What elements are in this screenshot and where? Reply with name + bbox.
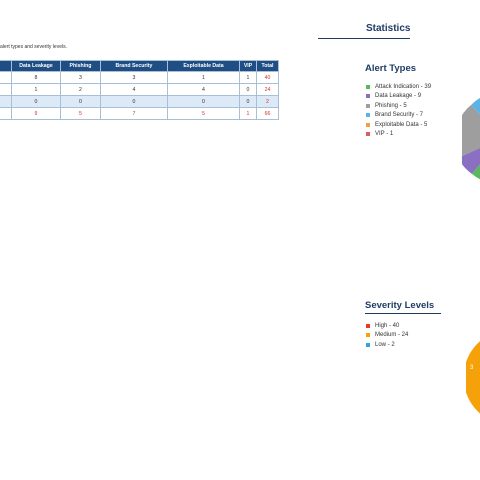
column-header: Total (256, 60, 279, 72)
table-row: 8 3 3 1 1 40 (0, 71, 279, 84)
table-cell-total: 40 (256, 71, 279, 84)
table-cell (0, 71, 12, 84)
legend-label: Low - 2 (375, 341, 395, 348)
table-cell: 4 (167, 83, 240, 96)
table-cell (0, 95, 12, 108)
legend-swatch (366, 342, 370, 347)
legend-item: High - 40 (366, 321, 408, 331)
legend-item: Medium - 24 (366, 331, 408, 341)
pie-slice-attack-indication (472, 164, 480, 180)
description-text: alert types and severity levels. (0, 44, 67, 50)
legend-label: Medium - 24 (375, 332, 409, 339)
severity-levels-legend: High - 40 Medium - 24 Low - 2 (366, 321, 408, 350)
alerts-table: Data Leakage Phishing Brand Security Exp… (0, 60, 279, 120)
legend-item: Phishing - 5 (366, 101, 431, 111)
table-cell: 0 (11, 95, 61, 108)
legend-label: High - 40 (375, 322, 400, 329)
table-cell-total: 2 (256, 95, 279, 108)
table-cell: 5 (60, 107, 101, 120)
table-cell: 3 (100, 71, 168, 84)
table-cell-total: 66 (256, 107, 279, 120)
legend-swatch (366, 132, 370, 137)
pie-slice-label: 3 (470, 365, 474, 371)
table-cell (0, 107, 12, 120)
legend-item: Attack Indication - 39 (366, 82, 431, 92)
table-cell: 3 (60, 71, 101, 84)
column-header: Phishing (60, 60, 101, 72)
column-header: Exploitable Data (167, 60, 240, 72)
table-row-total: 9 5 7 5 1 66 (0, 107, 279, 120)
alert-types-pie-chart (462, 97, 480, 180)
table-cell: 9 (11, 107, 61, 120)
table-cell: 1 (239, 71, 257, 84)
table-cell-total: 24 (256, 83, 279, 96)
pie-slice-phishing (462, 105, 480, 157)
table-cell: 7 (100, 107, 168, 120)
table-cell: 0 (239, 83, 257, 96)
table-cell: 1 (11, 83, 61, 96)
legend-item: Brand Security - 7 (366, 111, 431, 121)
table-cell: 5 (167, 107, 240, 120)
legend-swatch (366, 103, 370, 108)
alert-types-title: Alert Types (365, 63, 417, 74)
table-cell: 0 (167, 95, 240, 108)
legend-label: Attack Indication - 39 (375, 83, 432, 90)
legend-label: Phishing - 5 (375, 102, 407, 109)
legend-swatch (366, 333, 370, 338)
legend-label: Data Leakage - 9 (375, 93, 422, 100)
legend-label: Brand Security - 7 (375, 112, 424, 119)
legend-swatch (366, 84, 370, 89)
severity-levels-underline (365, 313, 441, 314)
alert-types-legend: Attack Indication - 39 Data Leakage - 9 … (366, 82, 431, 139)
legend-item: VIP - 1 (366, 130, 431, 140)
table-cell: 2 (60, 83, 101, 96)
table-cell: 4 (100, 83, 168, 96)
statistics-title: Statistics (366, 23, 411, 34)
legend-label: Exploitable Data - 5 (375, 121, 428, 128)
column-header: VIP (239, 60, 257, 72)
table-cell: 0 (239, 95, 257, 108)
column-header: Brand Security (100, 60, 168, 72)
table-row: 1 2 4 4 0 24 (0, 83, 279, 96)
severity-levels-title: Severity Levels (365, 300, 435, 311)
legend-item: Exploitable Data - 5 (366, 120, 431, 130)
table-cell (0, 83, 12, 96)
severity-levels-pie-chart: 3 (466, 341, 480, 414)
legend-swatch (366, 122, 370, 127)
table-cell: 0 (60, 95, 101, 108)
table-cell: 1 (239, 107, 257, 120)
pie-slice-brand-security (471, 97, 480, 115)
pie-slice-data-leakage (462, 148, 480, 174)
table-cell: 1 (167, 71, 240, 84)
table-header-row: Data Leakage Phishing Brand Security Exp… (0, 60, 279, 72)
table-cell: 8 (11, 71, 61, 84)
legend-swatch (366, 323, 370, 328)
legend-swatch (366, 94, 370, 99)
legend-swatch (366, 113, 370, 118)
pie-slice-medium (466, 341, 480, 414)
table-row: 0 0 0 0 0 2 (0, 95, 279, 108)
legend-label: VIP - 1 (375, 131, 394, 138)
table-cell: 0 (100, 95, 168, 108)
legend-item: Low - 2 (366, 340, 408, 350)
legend-item: Data Leakage - 9 (366, 92, 431, 102)
column-header: Data Leakage (11, 60, 61, 72)
statistics-divider (318, 38, 410, 39)
column-header (0, 60, 12, 72)
